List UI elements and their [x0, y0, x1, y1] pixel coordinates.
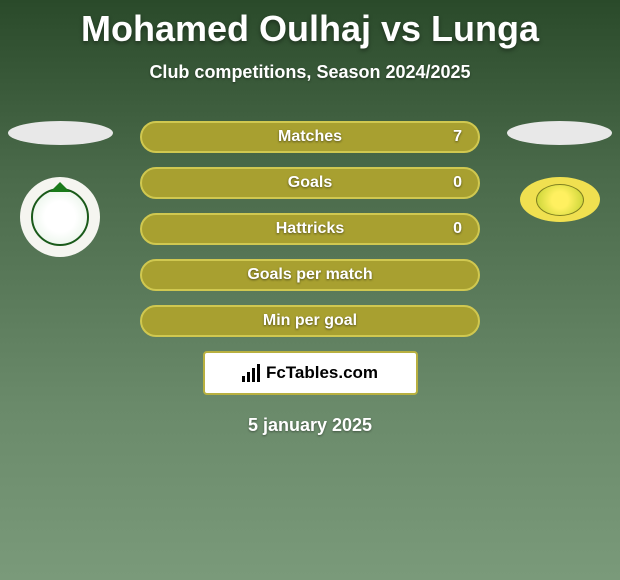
- stat-label: Min per goal: [263, 312, 357, 330]
- stat-value: 0: [453, 174, 462, 192]
- stat-label: Goals per match: [247, 266, 372, 284]
- stat-row-min-per-goal: Min per goal: [140, 305, 480, 337]
- brand-text: FcTables.com: [266, 363, 378, 383]
- stat-row-matches: Matches 7: [140, 121, 480, 153]
- stat-value: 7: [453, 128, 462, 146]
- stat-rows: Matches 7 Goals 0 Hattricks 0 Goals per …: [140, 121, 480, 337]
- stat-label: Goals: [288, 174, 332, 192]
- page-subtitle: Club competitions, Season 2024/2025: [0, 62, 620, 83]
- date-label: 5 january 2025: [0, 415, 620, 436]
- club-badge-right-inner: [536, 184, 584, 216]
- stat-label: Hattricks: [276, 220, 344, 238]
- stat-row-goals-per-match: Goals per match: [140, 259, 480, 291]
- stat-label: Matches: [278, 128, 342, 146]
- club-badge-left-inner: [31, 188, 89, 246]
- stat-row-hattricks: Hattricks 0: [140, 213, 480, 245]
- bars-icon: [242, 364, 260, 382]
- stat-row-goals: Goals 0: [140, 167, 480, 199]
- player-right-placeholder: [507, 121, 612, 145]
- page-title: Mohamed Oulhaj vs Lunga: [0, 0, 620, 50]
- club-badge-left: [20, 177, 100, 257]
- club-badge-right: [520, 177, 600, 222]
- brand-box[interactable]: FcTables.com: [203, 351, 418, 395]
- player-left-placeholder: [8, 121, 113, 145]
- stat-value: 0: [453, 220, 462, 238]
- comparison-panel: Matches 7 Goals 0 Hattricks 0 Goals per …: [0, 121, 620, 436]
